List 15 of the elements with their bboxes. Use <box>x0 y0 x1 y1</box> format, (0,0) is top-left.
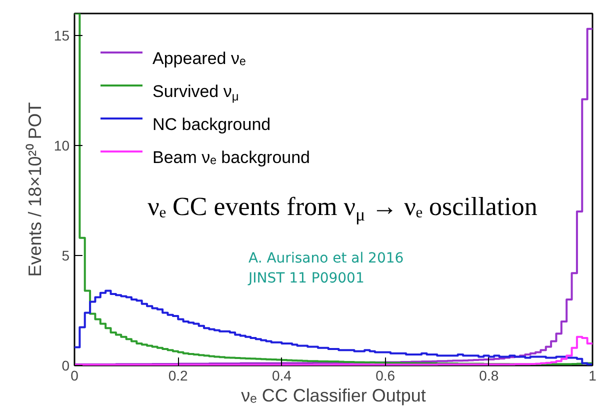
x-tick-label: 0.8 <box>479 368 499 384</box>
legend-label: Appeared νₑ <box>152 49 246 68</box>
y-tick-label: 5 <box>62 248 70 264</box>
x-tick-label: 0.6 <box>376 368 396 384</box>
legend-label: NC background <box>152 115 271 134</box>
y-tick-label: 0 <box>62 358 70 374</box>
x-tick-label: 0.2 <box>168 368 188 384</box>
y-tick-label: 15 <box>54 28 70 44</box>
x-axis-title: νₑ CC Classifier Output <box>241 386 426 406</box>
x-tick-label: 1 <box>588 368 597 384</box>
y-axis-title: Events / 18×10²⁰ POT <box>24 102 45 277</box>
y-tick-label: 10 <box>54 138 70 154</box>
legend-label: Beam νₑ background <box>152 148 310 167</box>
annotation: A. Aurisano et al 2016 JINST 11 P09001 <box>248 250 404 286</box>
x-tick-label: 0.4 <box>272 368 292 384</box>
